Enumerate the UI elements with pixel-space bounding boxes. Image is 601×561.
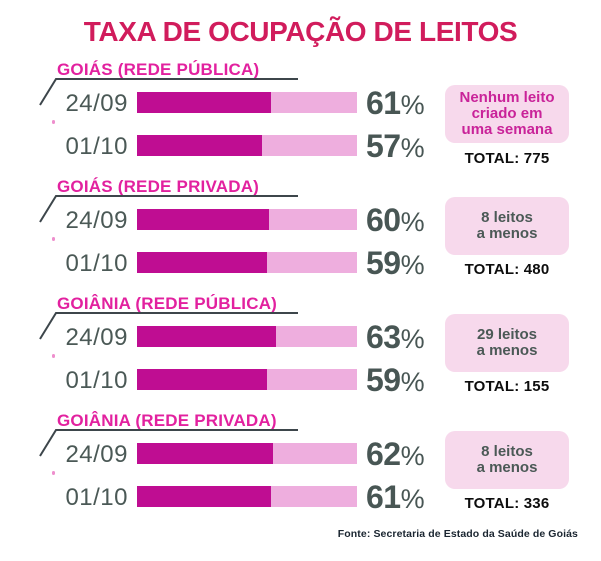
percent-sign: % — [400, 90, 425, 120]
section-goiania-rede-publica: GOIÂNIA (REDE PÚBLICA) 24/09 63% 01/10 5… — [0, 294, 601, 410]
section-goias-rede-publica: GOIÁS (REDE PÚBLICA) 24/09 61% 01/10 57%… — [0, 60, 601, 176]
value-number: 59 — [366, 362, 401, 398]
value-label: 59% — [366, 245, 425, 282]
percent-sign: % — [400, 207, 425, 237]
bar-row: 24/09 62% — [0, 436, 601, 472]
value-label: 61% — [366, 479, 425, 516]
value-number: 63 — [366, 319, 401, 355]
note-line: 8 leitos — [481, 443, 533, 460]
tick-mark — [52, 471, 55, 475]
value-number: 57 — [366, 128, 401, 164]
section-axis-line — [39, 195, 298, 223]
value-number: 60 — [366, 202, 401, 238]
bar-row: 01/10 59% — [0, 245, 601, 281]
bar-fill — [137, 92, 272, 113]
section-label: GOIÁS (REDE PÚBLICA) — [57, 60, 260, 79]
bar-row: 01/10 61% — [0, 479, 601, 515]
chart-title: TAXA DE OCUPAÇÃO DE LEITOS — [83, 16, 518, 47]
value-label: 61% — [366, 85, 425, 122]
date-label: 24/09 — [65, 207, 128, 234]
date-label: 01/10 — [65, 367, 128, 394]
bar-track — [137, 369, 357, 390]
tick-mark — [52, 120, 55, 124]
section-axis-line — [39, 429, 298, 457]
value-label: 62% — [366, 436, 425, 473]
note-line: 8 leitos — [481, 209, 533, 226]
bar-fill — [137, 369, 267, 390]
value-number: 62 — [366, 436, 401, 472]
bar-track — [137, 252, 357, 273]
percent-sign: % — [400, 250, 425, 280]
total-label: TOTAL: 480 — [464, 261, 550, 278]
value-number: 59 — [366, 245, 401, 281]
total-label: TOTAL: 155 — [464, 378, 550, 395]
date-label: 01/10 — [65, 133, 128, 160]
total-label: TOTAL: 775 — [464, 150, 550, 167]
bar-row: 01/10 57% — [0, 128, 601, 164]
note-box: 8 leitos a menos — [445, 197, 569, 255]
section-label: GOIÂNIA (REDE PRIVADA) — [57, 411, 277, 430]
note-box: 8 leitos a menos — [445, 431, 569, 489]
section-goiania-rede-privada: GOIÂNIA (REDE PRIVADA) 24/09 62% 01/10 6… — [0, 411, 601, 527]
date-label: 01/10 — [65, 250, 128, 277]
bar-fill — [137, 486, 272, 507]
section-axis-line — [39, 78, 298, 106]
value-number: 61 — [366, 85, 401, 121]
note-line: 29 leitos — [476, 326, 538, 343]
bar-fill — [137, 252, 267, 273]
note-box: Nenhum leito criado em uma semana — [445, 85, 569, 143]
percent-sign: % — [400, 324, 425, 354]
bar-row: 24/09 63% — [0, 319, 601, 355]
percent-sign: % — [400, 133, 425, 163]
total-label: TOTAL: 336 — [464, 495, 550, 512]
bar-track — [137, 209, 357, 230]
date-label: 01/10 — [65, 484, 128, 511]
section-axis-line — [39, 312, 298, 340]
bar-track — [137, 92, 357, 113]
percent-sign: % — [400, 367, 425, 397]
percent-sign: % — [400, 441, 425, 471]
bar-track — [137, 486, 357, 507]
note-line: criado em — [471, 105, 543, 122]
source-note: Fonte: Secretaria de Estado da Saúde de … — [337, 528, 578, 540]
date-label: 24/09 — [65, 324, 128, 351]
value-number: 61 — [366, 479, 401, 515]
bar-fill — [137, 443, 274, 464]
value-label: 59% — [366, 362, 425, 399]
bar-row: 24/09 61% — [0, 85, 601, 121]
note-line: a menos — [476, 225, 538, 242]
note-box: 29 leitos a menos — [445, 314, 569, 372]
bar-track — [137, 135, 357, 156]
note-line: uma semana — [461, 121, 553, 138]
tick-mark — [52, 354, 55, 358]
note-line: a menos — [476, 459, 538, 476]
section-label: GOIÂNIA (REDE PÚBLICA) — [57, 294, 278, 313]
date-label: 24/09 — [65, 90, 128, 117]
section-goias-rede-privada: GOIÁS (REDE PRIVADA) 24/09 60% 01/10 59%… — [0, 177, 601, 293]
bar-row: 24/09 60% — [0, 202, 601, 238]
value-label: 63% — [366, 319, 425, 356]
bar-row: 01/10 59% — [0, 362, 601, 398]
section-label: GOIÁS (REDE PRIVADA) — [57, 177, 260, 196]
date-label: 24/09 — [65, 441, 128, 468]
note-line: Nenhum leito — [459, 89, 555, 106]
bar-fill — [137, 326, 276, 347]
bar-track — [137, 326, 357, 347]
note-line: a menos — [476, 342, 538, 359]
value-label: 60% — [366, 202, 425, 239]
bar-track — [137, 443, 357, 464]
bar-fill — [137, 209, 269, 230]
bar-fill — [137, 135, 263, 156]
percent-sign: % — [400, 484, 425, 514]
tick-mark — [52, 237, 55, 241]
value-label: 57% — [366, 128, 425, 165]
